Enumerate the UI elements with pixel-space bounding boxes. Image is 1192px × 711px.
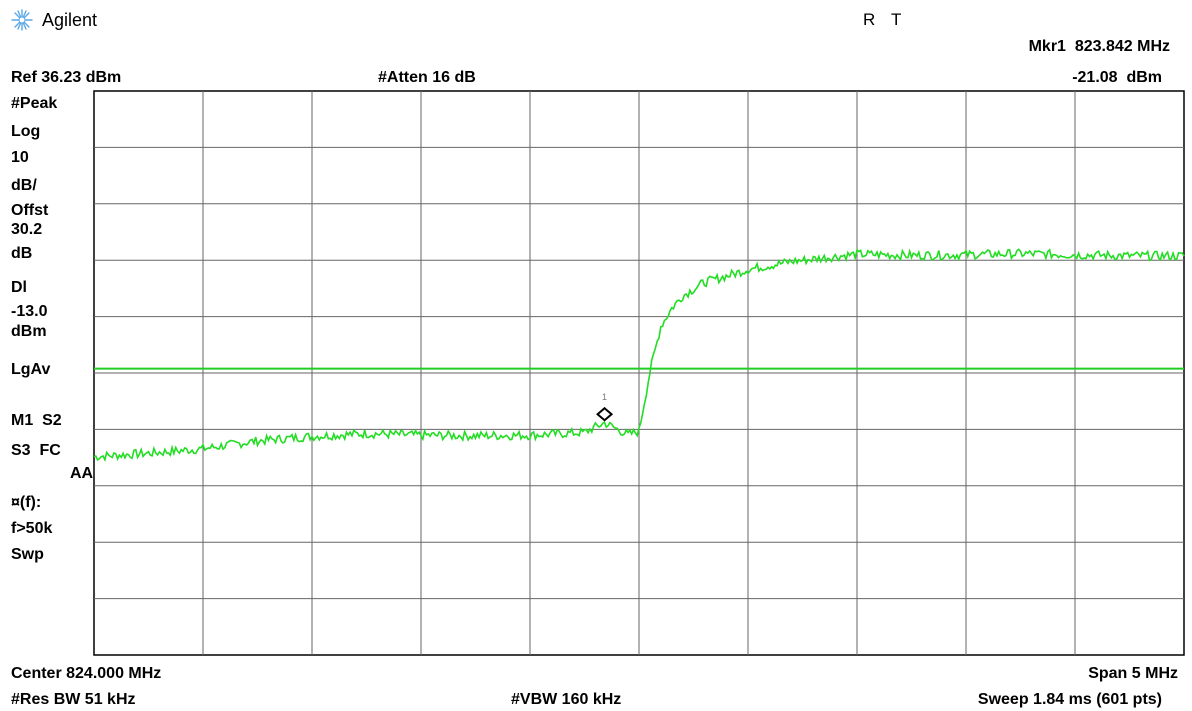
- sidebar-scale-unit: dB/: [11, 177, 37, 194]
- marker-label: 1: [602, 392, 607, 402]
- brand-name: Agilent: [42, 10, 98, 30]
- sidebar-offset-unit: dB: [11, 245, 33, 262]
- sidebar-trace-s3-fc: S3 FC: [11, 442, 61, 459]
- sidebar-offset-value: 30.2: [11, 221, 43, 238]
- reference-level-readout: Ref 36.23 dBm: [11, 69, 122, 86]
- status-r-indicator: R: [863, 10, 876, 29]
- sidebar-trigger-label: ¤(f):: [11, 494, 42, 511]
- graticule-grid: [93, 90, 1185, 656]
- resolution-bandwidth-readout: #Res BW 51 kHz: [11, 691, 136, 708]
- marker-diamond: [596, 406, 614, 422]
- center-frequency-readout: Center 824.000 MHz: [11, 665, 162, 682]
- sidebar-trace-m1-s2: M1 S2: [11, 412, 62, 429]
- agilent-logo-icon: [11, 9, 33, 31]
- trace-1: [93, 248, 1185, 463]
- sidebar-offset-label: Offst: [11, 202, 49, 219]
- attenuation-readout: #Atten 16 dB: [378, 69, 476, 86]
- sidebar-dl-value: -13.0: [11, 303, 48, 320]
- sidebar-dl-unit: dBm: [11, 323, 47, 340]
- sidebar-sweep-mode: Swp: [11, 546, 44, 563]
- sidebar-scale-value: 10: [11, 149, 29, 166]
- sidebar-detector: #Peak: [11, 95, 58, 112]
- spectrum-display: 1: [93, 90, 1185, 656]
- marker-frequency-readout: Mkr1 823.842 MHz: [1028, 38, 1170, 55]
- sidebar-dl-label: Dl: [11, 279, 27, 296]
- sidebar-trace-aa: AA: [70, 465, 94, 482]
- marker-1: 1: [596, 392, 614, 422]
- marker-amplitude-readout: -21.08 dBm: [1072, 69, 1162, 86]
- status-t-indicator: T: [891, 10, 902, 29]
- sidebar-averaging: LgAv: [11, 361, 51, 378]
- sweep-time-readout: Sweep 1.84 ms (601 pts): [977, 691, 1162, 708]
- span-readout: Span 5 MHz: [1088, 665, 1178, 682]
- video-bandwidth-readout: #VBW 160 kHz: [511, 691, 622, 708]
- sidebar-scale-type: Log: [11, 123, 41, 140]
- sidebar-trigger-freq: f>50k: [11, 520, 53, 537]
